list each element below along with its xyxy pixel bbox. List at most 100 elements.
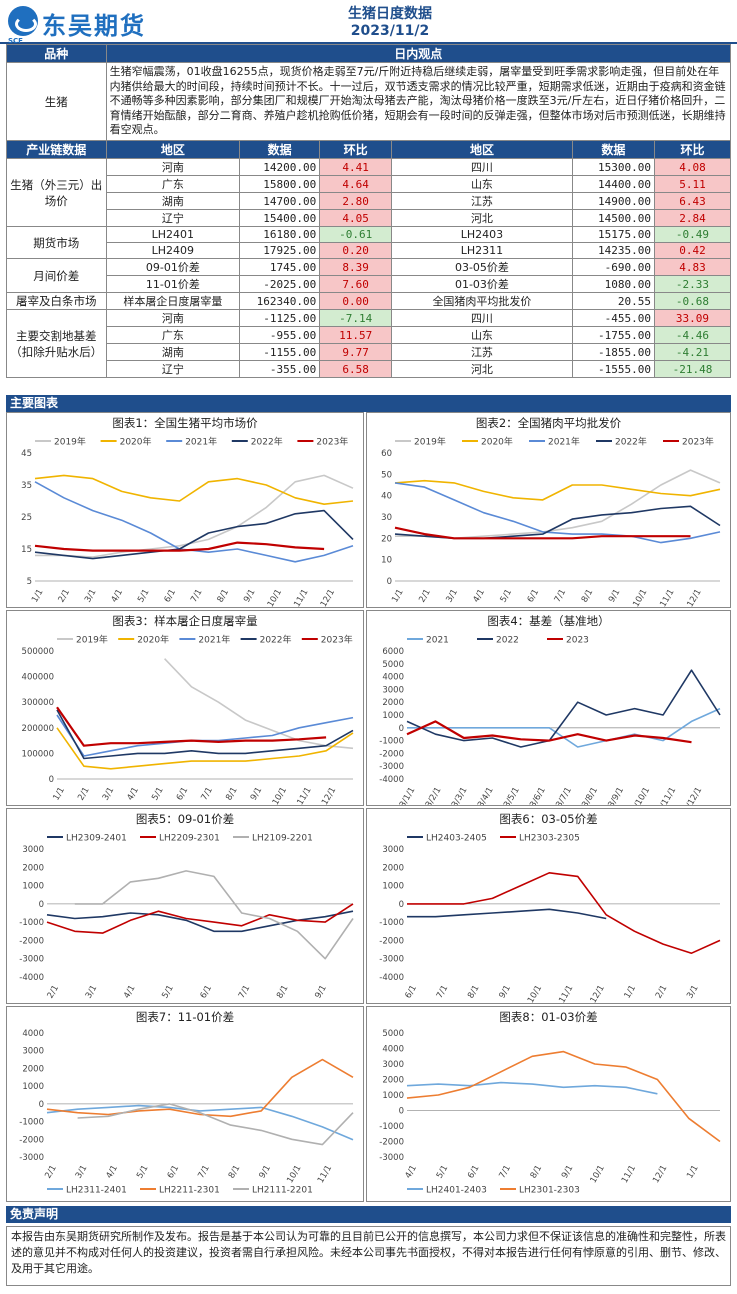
table-header-cell: 环比 [319, 140, 393, 159]
x-tick-label: 1/1 [51, 786, 67, 803]
y-tick-label: 500000 [22, 647, 54, 657]
chart-svg: LH2309-2401 LH2209-2301 LH2109-2201 -4000 -3… [19, 834, 354, 1001]
legend-label: 2020年 [481, 436, 513, 448]
change-cell: 9.77 [319, 343, 393, 361]
series-line [395, 469, 721, 540]
chart-title: 图表7：11-01价差 [135, 1010, 235, 1024]
table-header-cell: 地区 [105, 140, 241, 159]
col-product-header: 品种 [6, 44, 107, 63]
x-tick-label: 1/1 [390, 588, 406, 605]
y-tick-label: -2000 [379, 749, 404, 759]
legend-label: LH2309-2401 [66, 834, 127, 844]
x-tick-label: 8/1 [529, 1164, 545, 1181]
region-cell: 河南 [105, 158, 241, 176]
x-tick-label: 12/1 [319, 588, 337, 608]
x-tick-label: 7/1 [189, 588, 205, 605]
legend-label: 2022年 [260, 634, 292, 646]
x-tick-label: 6/1 [199, 984, 215, 1001]
x-tick-label: 10/1 [266, 588, 284, 608]
region-cell: LH2311 [391, 242, 573, 259]
legend-label: 2020年 [120, 436, 152, 448]
chart-panel-7: 图表7：11-01价差 LH2311-2401 LH2211-2301 LH2111… [6, 1006, 364, 1202]
group-label: 期货市场 [6, 226, 107, 259]
change-cell: 8.39 [319, 258, 393, 276]
y-tick-label: 0 [399, 1107, 404, 1117]
x-tick-label: 2023/9/1 [598, 786, 626, 806]
y-tick-label: 0 [399, 724, 404, 734]
y-tick-label: 3000 [382, 685, 404, 695]
y-tick-label: 4000 [22, 1029, 44, 1039]
y-tick-label: -4000 [379, 775, 404, 785]
x-tick-label: 10/1 [631, 588, 649, 608]
logo-text: 东吴期货 [42, 12, 146, 40]
chart-panel-4: 图表4：基差（基准地） 2021 2022 2023 -4000 -3000 -2000 -… [366, 610, 731, 806]
legend-label: LH2403-2405 [426, 834, 487, 844]
y-tick-label: -4000 [379, 973, 404, 983]
x-tick-label: 9/1 [497, 984, 513, 1001]
series-line [56, 709, 354, 760]
x-tick-label: 3/1 [74, 1164, 90, 1181]
table-row: 11-01价差 -2025.00 7.60 01-03价差 1080.00 -2.33 [7, 275, 732, 293]
legend-label: 2023年 [316, 436, 348, 448]
x-tick-label: 10/1 [271, 786, 289, 806]
value-cell: 20.55 [571, 292, 655, 310]
x-tick-label: 12/1 [320, 786, 338, 806]
x-tick-label: 2/1 [57, 588, 73, 605]
x-tick-label: 2023/4/1 [468, 786, 496, 806]
y-tick-label: -2000 [379, 936, 404, 946]
table-row: 辽宁 -355.00 6.58 河北 -1555.00 -21.48 [7, 360, 732, 378]
y-tick-label: 1000 [382, 1091, 404, 1101]
value-cell: 15175.00 [571, 226, 655, 243]
x-tick-label: 3/1 [83, 588, 99, 605]
y-tick-label: -4000 [19, 973, 44, 983]
table-header-cell: 地区 [391, 140, 573, 159]
y-tick-label: 3000 [382, 845, 404, 855]
x-tick-label: 6/1 [466, 1164, 482, 1181]
value-cell: 1080.00 [571, 275, 655, 293]
legend-label: LH2401-2403 [426, 1186, 487, 1196]
legend-label: 2019年 [54, 436, 86, 448]
x-tick-label: 2023/10/1 [622, 786, 652, 806]
y-tick-label: 5 [27, 577, 32, 587]
x-tick-label: 9/1 [560, 1164, 576, 1181]
x-tick-label: 8/1 [224, 786, 240, 803]
legend-label: 2020年 [137, 634, 169, 646]
chart-title: 图表6：03-05价差 [499, 812, 598, 826]
region-cell: 11-01价差 [105, 275, 241, 293]
value-cell: 14700.00 [239, 192, 321, 210]
y-tick-label: 3000 [382, 1060, 404, 1070]
change-cell: 0.00 [319, 292, 393, 310]
group-label: 生猪（外三元）出场价 [6, 158, 107, 227]
value-cell: -2025.00 [239, 275, 321, 293]
group-label: 月间价差 [6, 258, 107, 293]
y-tick-label: 2000 [382, 863, 404, 873]
x-tick-label: 5/1 [150, 786, 166, 803]
legend-label: 2022年 [251, 436, 283, 448]
region-cell: 湖南 [105, 192, 241, 210]
legend-label: 2021年 [185, 436, 217, 448]
x-tick-label: 3/1 [685, 984, 701, 1001]
x-tick-label: 9/1 [607, 588, 623, 605]
x-tick-label: 6/1 [166, 1164, 182, 1181]
x-tick-label: 2/1 [43, 1164, 59, 1181]
series-line [34, 474, 354, 505]
series-line [394, 526, 691, 540]
legend-label: 2023年 [321, 634, 353, 646]
x-tick-label: 2023/12/1 [674, 786, 704, 806]
x-tick-label: 3/1 [101, 786, 117, 803]
report-title-block: 生猪日度数据 2023/11/2 [290, 6, 490, 40]
series-line [406, 1081, 658, 1095]
col-view-header: 日内观点 [105, 44, 732, 63]
table-header-cell: 数据 [571, 140, 655, 159]
y-tick-label: 1000 [22, 882, 44, 892]
table-header-cell: 数据 [239, 140, 321, 159]
value-cell: 14400.00 [571, 175, 655, 193]
x-tick-label: 2023/5/1 [494, 786, 522, 806]
x-tick-label: 2023/11/1 [648, 786, 678, 806]
y-tick-label: 300000 [22, 698, 54, 708]
y-tick-label: 5000 [382, 1029, 404, 1039]
x-tick-label: 11/1 [316, 1164, 334, 1186]
y-tick-label: 50 [381, 470, 392, 480]
chart-panel-6: 图表6：03-05价差 LH2403-2405 LH2303-2305 -4000 -… [366, 808, 731, 1004]
change-cell: 4.83 [653, 258, 732, 276]
